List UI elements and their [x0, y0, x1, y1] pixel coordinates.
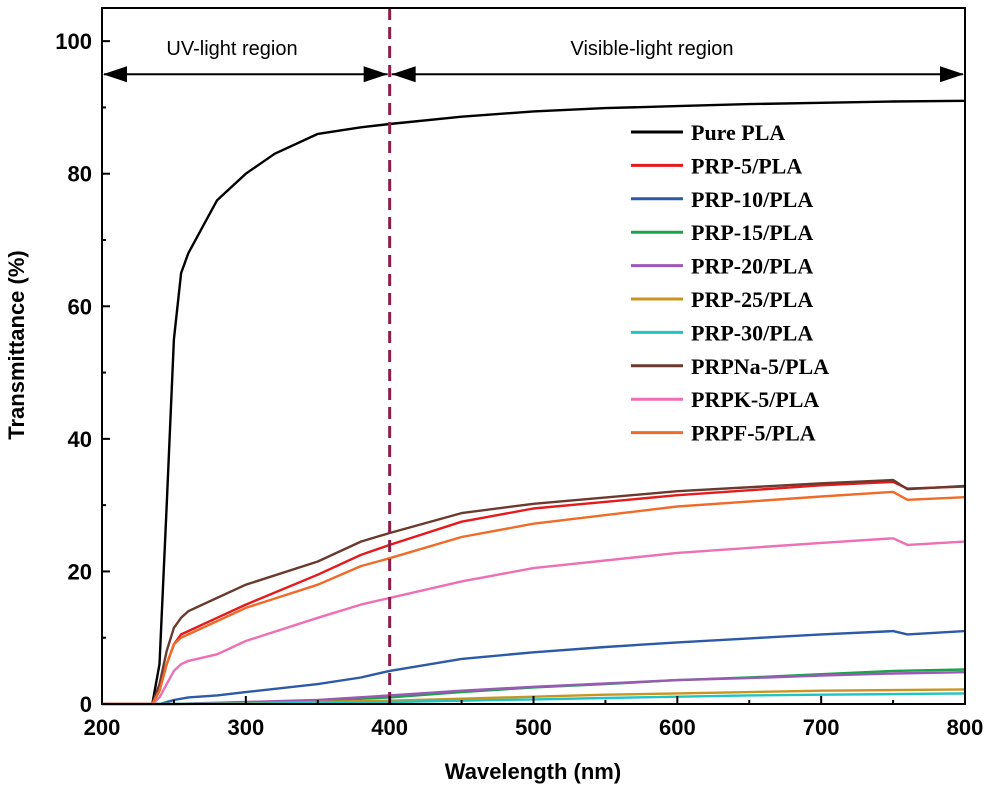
series-line-1 — [102, 99, 966, 706]
uv-arrow-left-head — [103, 66, 127, 83]
y-tick-label: 80 — [68, 162, 92, 187]
data-series-group — [102, 99, 966, 706]
series-line-3 — [102, 629, 966, 706]
y-tick-label: 100 — [55, 29, 92, 54]
legend: Pure PLA PRP-5/PLA PRP-10/PLA PRP-15/PLA PRP… — [631, 120, 829, 446]
series-line-8 — [102, 478, 966, 706]
x-tick-label: 300 — [227, 715, 264, 740]
x-tick-label: 400 — [371, 715, 408, 740]
y-axis-title: Transmittance (%) — [4, 250, 29, 440]
series-line-10 — [102, 490, 966, 706]
visible-arrow-left-head — [391, 66, 416, 83]
legend-label-3: PRP-10/PLA — [691, 187, 813, 212]
uv-region-label: UV-light region — [166, 38, 297, 60]
series-line-9 — [102, 537, 966, 706]
y-tick-label: 20 — [68, 559, 92, 584]
uv-arrow-right-head — [363, 66, 388, 83]
legend-label-7: PRP-30/PLA — [691, 320, 813, 345]
legend-label-4: PRP-15/PLA — [691, 220, 813, 245]
visible-region-label: Visible-light region — [570, 38, 733, 60]
legend-label-8: PRPNa-5/PLA — [691, 354, 829, 379]
legend-label-5: PRP-20/PLA — [691, 254, 813, 279]
y-tick-label: 60 — [68, 294, 92, 319]
x-tick-label: 600 — [659, 715, 696, 740]
y-tick-label: 40 — [68, 427, 92, 452]
visible-arrow-right-head — [940, 66, 964, 83]
x-tick-label: 800 — [947, 715, 984, 740]
axes-group: 200 300 400 500 600 700 800 0 20 40 60 80 100 — [55, 7, 984, 740]
x-tick-label: 700 — [803, 715, 840, 740]
legend-label-10: PRPF-5/PLA — [691, 421, 816, 446]
legend-label-2: PRP-5/PLA — [691, 153, 802, 178]
x-axis-title: Wavelength (nm) — [445, 759, 621, 784]
legend-label-6: PRP-25/PLA — [691, 287, 813, 312]
x-tick-label: 200 — [84, 715, 121, 740]
annotation-group: UV-light region Visible-light region — [103, 8, 964, 704]
x-tick-label: 500 — [515, 715, 552, 740]
legend-label-9: PRPK-5/PLA — [691, 387, 819, 412]
legend-label-1: Pure PLA — [691, 120, 785, 145]
y-tick-label: 0 — [80, 692, 92, 717]
